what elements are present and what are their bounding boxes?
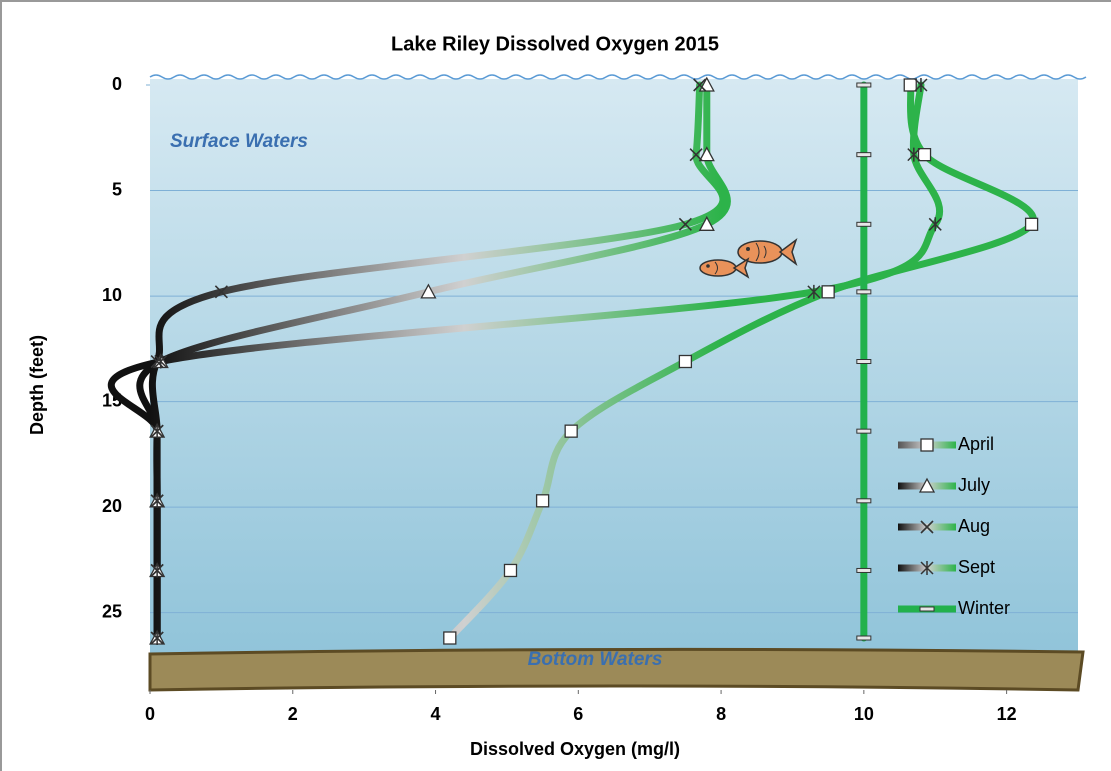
marker xyxy=(857,222,871,226)
legend-label: Aug xyxy=(958,516,990,536)
marker xyxy=(919,149,931,161)
y-tick-label: 25 xyxy=(102,601,122,621)
legend-marker xyxy=(921,439,933,451)
legend-label: Sept xyxy=(958,557,995,577)
legend-label: April xyxy=(958,434,994,454)
y-axis-title: Depth (feet) xyxy=(27,335,47,435)
marker xyxy=(857,290,871,294)
x-tick-label: 10 xyxy=(854,704,874,724)
marker xyxy=(679,356,691,368)
marker xyxy=(822,286,834,298)
y-tick-label: 5 xyxy=(112,179,122,199)
marker xyxy=(857,429,871,433)
y-tick-label: 20 xyxy=(102,496,122,516)
y-tick-label: 10 xyxy=(102,285,122,305)
annotation: Surface Waters xyxy=(170,131,308,152)
marker xyxy=(857,636,871,640)
x-tick-label: 6 xyxy=(573,704,583,724)
x-tick-label: 8 xyxy=(716,704,726,724)
marker xyxy=(444,632,456,644)
water-surface xyxy=(150,75,1086,79)
y-tick-label: 0 xyxy=(112,74,122,94)
marker xyxy=(857,499,871,503)
marker xyxy=(904,79,916,91)
legend-label: July xyxy=(958,475,990,495)
x-tick-label: 0 xyxy=(145,704,155,724)
marker xyxy=(857,83,871,87)
marker xyxy=(565,425,577,437)
x-tick-label: 4 xyxy=(431,704,441,724)
x-tick-label: 2 xyxy=(288,704,298,724)
legend-marker xyxy=(920,607,934,611)
marker xyxy=(1026,218,1038,230)
annotation: Bottom Waters xyxy=(528,649,663,670)
x-axis-title: Dissolved Oxygen (mg/l) xyxy=(470,739,680,759)
marker xyxy=(537,495,549,507)
chart-title: Lake Riley Dissolved Oxygen 2015 xyxy=(391,33,719,55)
marker xyxy=(857,360,871,364)
marker xyxy=(504,564,516,576)
x-tick-label: 12 xyxy=(997,704,1017,724)
chart: 0510152025024681012 Lake Riley Dissolved… xyxy=(0,0,1111,771)
marker xyxy=(857,153,871,157)
marker xyxy=(857,568,871,572)
legend-label: Winter xyxy=(958,598,1010,618)
